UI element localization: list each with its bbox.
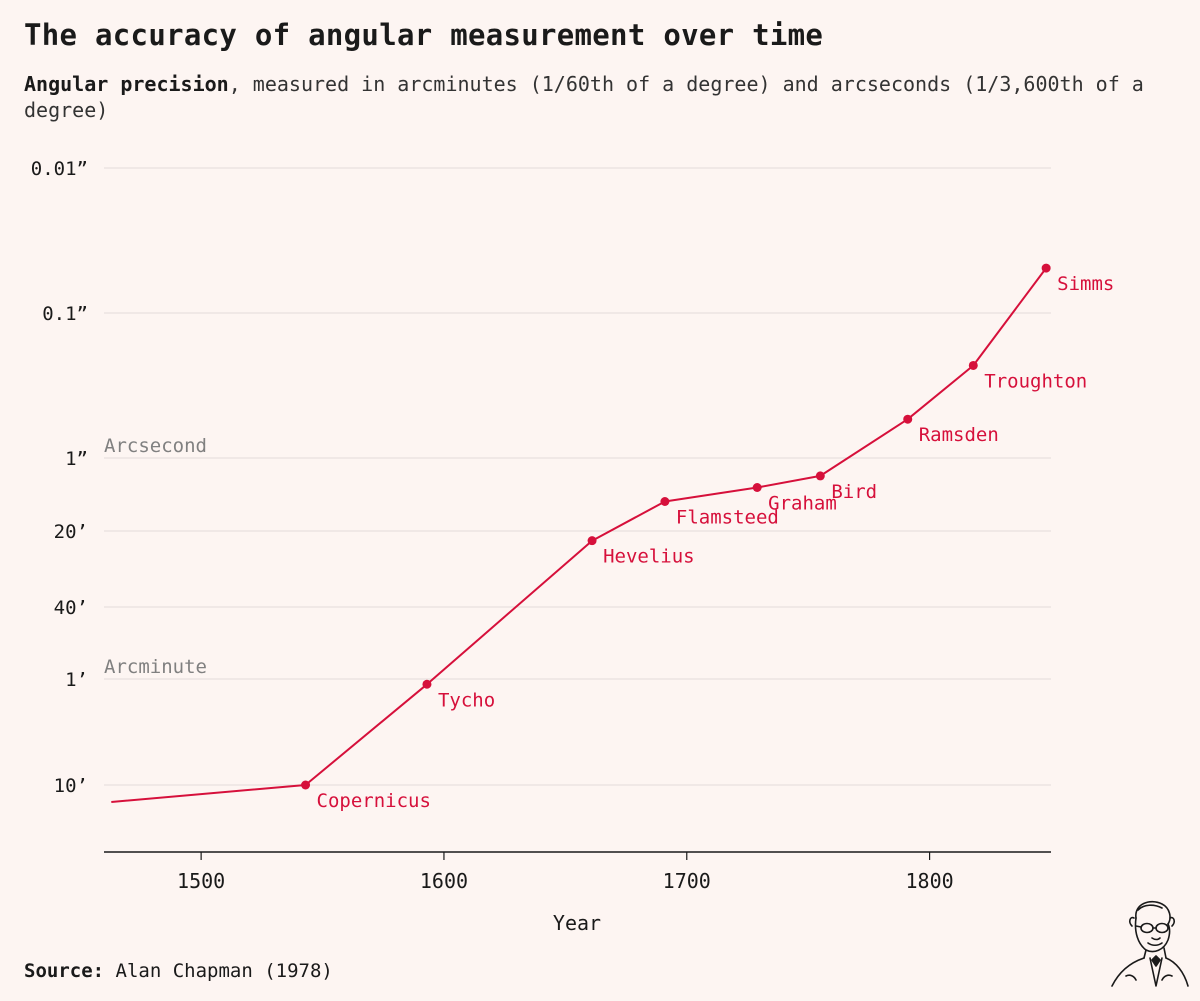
- data-point: [660, 497, 670, 507]
- y-tick-label: 1”: [65, 448, 88, 470]
- y-tick-label: 1’: [65, 669, 88, 691]
- data-point: [1041, 263, 1051, 273]
- data-label: Flamsteed: [676, 507, 779, 529]
- data-label: Graham: [768, 492, 837, 514]
- source-label: Source:: [24, 960, 105, 982]
- reference-label: Arcsecond: [104, 435, 207, 457]
- author-portrait-icon: [1111, 900, 1189, 987]
- data-point: [903, 414, 913, 424]
- data-point: [815, 471, 825, 481]
- y-tick-label: 40’: [54, 597, 88, 619]
- series-line: [111, 267, 1047, 803]
- data-label: Bird: [831, 481, 877, 503]
- x-tick-label: 1800: [906, 869, 954, 893]
- y-tick-label: 20’: [54, 521, 88, 543]
- y-axis-ticks: 0.01” 0.1” 1” 20’ 40’ 1’ 10’: [31, 158, 88, 797]
- y-tick-label: 10’: [54, 775, 88, 797]
- data-point: [422, 679, 432, 689]
- y-tick-label: 0.1”: [42, 303, 88, 325]
- data-label: Tycho: [438, 689, 495, 711]
- source-text: Alan Chapman (1978): [115, 960, 333, 982]
- gridlines: [104, 167, 1051, 786]
- data-label: Simms: [1057, 273, 1114, 295]
- x-axis-label: Year: [553, 911, 601, 935]
- subtitle-text: , measured in arcminutes (1/60th of a de…: [24, 72, 1144, 122]
- data-labels: Copernicus Tycho Hevelius FlamsteedGrahamBi…: [317, 273, 1115, 812]
- data-point: [587, 536, 597, 546]
- reference-label: Arcminute: [104, 656, 207, 678]
- x-tick-label: 1600: [420, 869, 468, 893]
- chart-title: The accuracy of angular measurement over…: [24, 18, 824, 52]
- y-tick-label: 0.01”: [31, 158, 88, 180]
- chart-subtitle: Angular precision, measured in arcminute…: [24, 71, 1184, 123]
- x-axis-ticks: 1500 1600 1700 1800: [177, 852, 954, 893]
- x-axis: Year: [104, 851, 1051, 935]
- reference-labels: Arcsecond Arcminute: [104, 435, 207, 678]
- subtitle-emphasis: Angular precision: [24, 72, 229, 96]
- source-note: Source: Alan Chapman (1978): [24, 960, 333, 982]
- data-label: Hevelius: [603, 546, 695, 568]
- data-point: [968, 360, 978, 370]
- data-label: Troughton: [984, 370, 1087, 392]
- data-point: [752, 482, 762, 492]
- data-label: Copernicus: [317, 790, 431, 812]
- data-series: [111, 263, 1051, 803]
- data-point: [301, 780, 311, 790]
- x-tick-label: 1500: [177, 869, 225, 893]
- data-label: Ramsden: [919, 424, 999, 446]
- x-tick-label: 1700: [663, 869, 711, 893]
